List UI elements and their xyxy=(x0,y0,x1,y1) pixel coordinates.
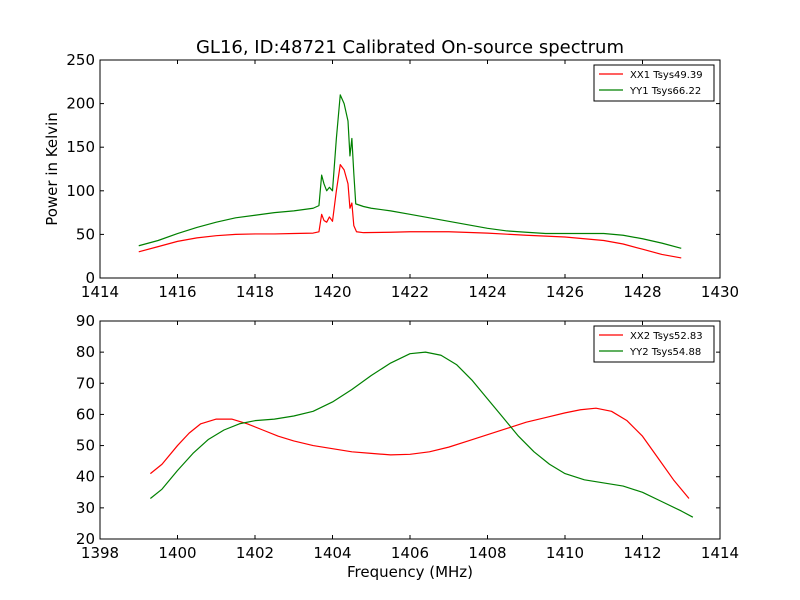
figure-title: GL16, ID:48721 Calibrated On-source spec… xyxy=(196,37,624,58)
y-axis-label: Power in Kelvin xyxy=(43,112,61,226)
y-tick-label: 250 xyxy=(66,51,95,69)
y-tick-label: 0 xyxy=(85,269,95,287)
legend-2: XX2 Tsys52.83 YY2 Tsys54.88 xyxy=(593,325,715,363)
x-tick-label: 1418 xyxy=(236,283,274,301)
x-tick-label: 1428 xyxy=(623,283,661,301)
y-tick-label: 200 xyxy=(66,95,95,113)
legend-label-1: XX2 Tsys52.83 xyxy=(630,331,703,342)
x-tick-label: 1398 xyxy=(81,544,119,562)
chart-panel-1: 1414 1416 1418 1420 1422 1424 1426 1428 1430 0 50 1… xyxy=(66,51,739,301)
x-tick-label: 1412 xyxy=(623,544,661,562)
x-tick-label: 1416 xyxy=(158,283,196,301)
x-tick-label: 1420 xyxy=(313,283,351,301)
y-tick-label: 40 xyxy=(76,468,95,486)
chart-panel-2: 1398 1400 1402 1404 1406 1408 1410 1412 1414 20 30… xyxy=(76,312,739,562)
y-tick-label: 70 xyxy=(76,374,95,392)
x-tick-label: 1414 xyxy=(701,544,739,562)
y-tick-label: 30 xyxy=(76,499,95,517)
y-tick-label: 20 xyxy=(76,530,95,548)
x-tick-label: 1410 xyxy=(546,544,584,562)
legend-box xyxy=(593,325,715,363)
series-line-1-1 xyxy=(138,164,682,259)
series-line-2-2 xyxy=(149,351,694,518)
y-tick-label: 80 xyxy=(76,343,95,361)
y-tick-label: 90 xyxy=(76,312,95,330)
legend-box xyxy=(593,64,715,102)
series-line-1-2 xyxy=(138,94,682,249)
series-line-2-1 xyxy=(149,407,690,499)
x-tick-label: 1422 xyxy=(391,283,429,301)
legend-label-2: YY2 Tsys54.88 xyxy=(629,347,701,358)
x-tick-label: 1426 xyxy=(546,283,584,301)
x-tick-label: 1408 xyxy=(468,544,506,562)
y-tick-label: 50 xyxy=(76,225,95,243)
x-tick-label: 1402 xyxy=(236,544,274,562)
legend-label-1: XX1 Tsys49.39 xyxy=(630,70,703,81)
legend-label-2: YY1 Tsys66.22 xyxy=(629,86,701,97)
y-tick-label: 50 xyxy=(76,437,95,455)
x-tick-label: 1400 xyxy=(158,544,196,562)
legend-1: XX1 Tsys49.39 YY1 Tsys66.22 xyxy=(593,64,715,102)
y-tick-label: 60 xyxy=(76,405,95,423)
y-tick-label: 100 xyxy=(66,182,95,200)
x-tick-label: 1430 xyxy=(701,283,739,301)
x-tick-label: 1406 xyxy=(391,544,429,562)
x-tick-label: 1404 xyxy=(313,544,351,562)
chart-panels: 1414 1416 1418 1420 1422 1424 1426 1428 14300501… xyxy=(66,51,739,562)
x-tick-label: 1424 xyxy=(468,283,506,301)
y-tick-label: 150 xyxy=(66,138,95,156)
x-axis-label: Frequency (MHz) xyxy=(347,563,473,581)
x-tick-label: 1414 xyxy=(81,283,119,301)
